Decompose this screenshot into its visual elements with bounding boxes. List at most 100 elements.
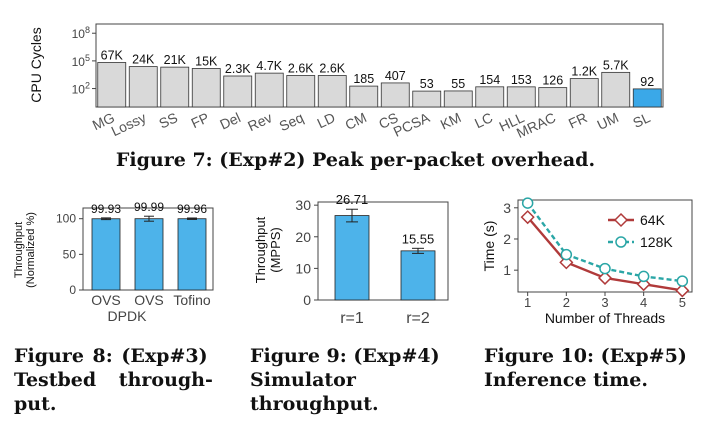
fig7-bar (601, 71, 631, 108)
fig10-point-128K (521, 197, 534, 209)
fig8-group-label: DPDK (108, 308, 148, 324)
fig9-value-label: 26.71 (336, 192, 369, 207)
figure-9-caption: Figure 9: (Exp#4) Simulator throughput. (250, 345, 440, 415)
fig9-bar (334, 215, 370, 301)
fig8-ylabel-line2: (Normalized %) (25, 212, 37, 288)
fig7-bar (506, 86, 536, 108)
fig7-bar (632, 88, 662, 108)
fig7-value-label: 407 (385, 69, 406, 83)
fig7-bar (128, 66, 158, 108)
fig8-value-label: 99.99 (134, 200, 164, 214)
fig9-ylabel-line2: (MPPS) (268, 227, 283, 273)
fig7-category-label: CM (343, 109, 370, 133)
fig10-point-128K (637, 270, 650, 283)
fig8-ytick-label: 0 (69, 283, 76, 297)
fig8-category-label: Tofino (173, 292, 211, 308)
fig10-point-128K (676, 275, 689, 287)
fig7-value-label: 2.6K (288, 62, 314, 76)
fig8-category-label: OVS (134, 292, 164, 308)
fig7-ytick-label: 108 (72, 25, 90, 41)
fig7-bar (475, 86, 505, 108)
fig7-value-label: 15K (195, 54, 218, 68)
fig7-value-label: 153 (511, 73, 532, 87)
fig7-category-label: KM (438, 109, 464, 132)
fig10-legend-marker-128K (615, 236, 627, 248)
figure-7-caption: Figure 7: (Exp#2) Peak per-packet overhe… (115, 149, 596, 171)
fig10-point-128K (599, 262, 611, 275)
fig7-value-label: 55 (451, 77, 465, 91)
fig9-ylabel-line1: Throughput (253, 216, 268, 283)
fig7-value-label: 185 (353, 72, 374, 86)
fig7-bar (443, 90, 473, 108)
fig8-value-label: 99.96 (177, 202, 207, 216)
fig10-xtick-label: 3 (601, 295, 608, 310)
fig10-point-64K (520, 210, 535, 225)
fig7-bar (160, 66, 190, 108)
fig7-bar (412, 90, 442, 108)
fig7-bar (349, 85, 379, 108)
fig8-bar (134, 218, 164, 291)
fig9-ytick-label: 0 (303, 292, 311, 308)
fig9-category-label: r=1 (340, 310, 364, 327)
fig7-value-label: 2.3K (225, 62, 251, 76)
fig8-category-label: OVS (91, 292, 121, 308)
fig7-category-label: FP (189, 109, 212, 131)
fig10-xtick-label: 2 (563, 295, 570, 310)
fig7-value-label: 21K (164, 53, 187, 67)
fig10-legend-marker-64K (613, 212, 629, 228)
fig7-value-label: 126 (542, 74, 563, 88)
fig7-category-label: Del (217, 109, 243, 132)
fig10-xtick-label: 5 (679, 295, 686, 310)
fig7-value-label: 67K (101, 48, 124, 62)
fig7-category-label: SS (156, 109, 180, 131)
fig7-category-label: Lossy (109, 109, 149, 139)
fig10-point-128K (560, 248, 573, 261)
fig7-bar (191, 68, 221, 108)
fig7-plot-frame (95, 23, 664, 108)
fig7-category-label: PCSA (391, 109, 433, 140)
fig7-value-label: 24K (132, 53, 155, 67)
fig10-xlabel: Number of Threads (545, 310, 665, 326)
fig9-value-label: 15.55 (402, 231, 435, 246)
fig7-bar (223, 75, 253, 108)
fig10-point-64K (675, 283, 690, 298)
fig7-ytick-label: 102 (72, 81, 90, 97)
fig7-bar (317, 75, 347, 108)
fig7-value-label: 1.2K (571, 65, 597, 79)
fig7-ytick-label: 105 (72, 53, 90, 69)
fig9-bar (400, 250, 436, 301)
fig7-value-label: 2.6K (319, 62, 345, 76)
fig7-bar (538, 87, 568, 108)
fig8-ytick-label: 100 (56, 212, 76, 226)
fig10-legend-label-128K: 128K (640, 234, 673, 250)
fig7-value-label: 53 (420, 77, 434, 91)
fig7-category-label: LC (472, 109, 495, 131)
fig8-value-label: 99.93 (91, 202, 121, 216)
fig10-ylabel: Time (s) (481, 221, 497, 272)
fig7-category-label: CS (376, 109, 400, 132)
fig10-legend-label-64K: 64K (640, 212, 666, 228)
fig10-ytick-label: 2 (503, 231, 511, 247)
fig7-value-label: 5.7K (603, 58, 629, 72)
fig9-ytick-label: 30 (295, 197, 311, 213)
fig8-ytick-label: 50 (63, 247, 77, 261)
fig9-ytick-label: 10 (295, 260, 311, 276)
fig7-category-label: LD (315, 109, 338, 131)
fig10-xtick-label: 1 (524, 295, 531, 310)
fig8-bar (91, 218, 121, 291)
fig7-category-label: Rev (245, 109, 274, 134)
fig8-bar (177, 218, 207, 291)
fig7-ylabel: CPU Cycles (28, 27, 44, 102)
fig7-value-label: 92 (640, 75, 654, 89)
fig7-bar (254, 72, 284, 108)
fig9-ytick-label: 20 (295, 229, 311, 245)
fig7-value-label: 154 (479, 73, 500, 87)
fig10-ytick-label: 1 (503, 262, 511, 278)
fig10-point-64K (597, 270, 613, 286)
fig7-bar (286, 75, 316, 108)
fig7-category-label: Seq (277, 109, 306, 134)
fig9-category-label: r=2 (406, 310, 430, 327)
fig7-bar (97, 62, 127, 108)
fig7-category-label: SL (630, 109, 652, 131)
